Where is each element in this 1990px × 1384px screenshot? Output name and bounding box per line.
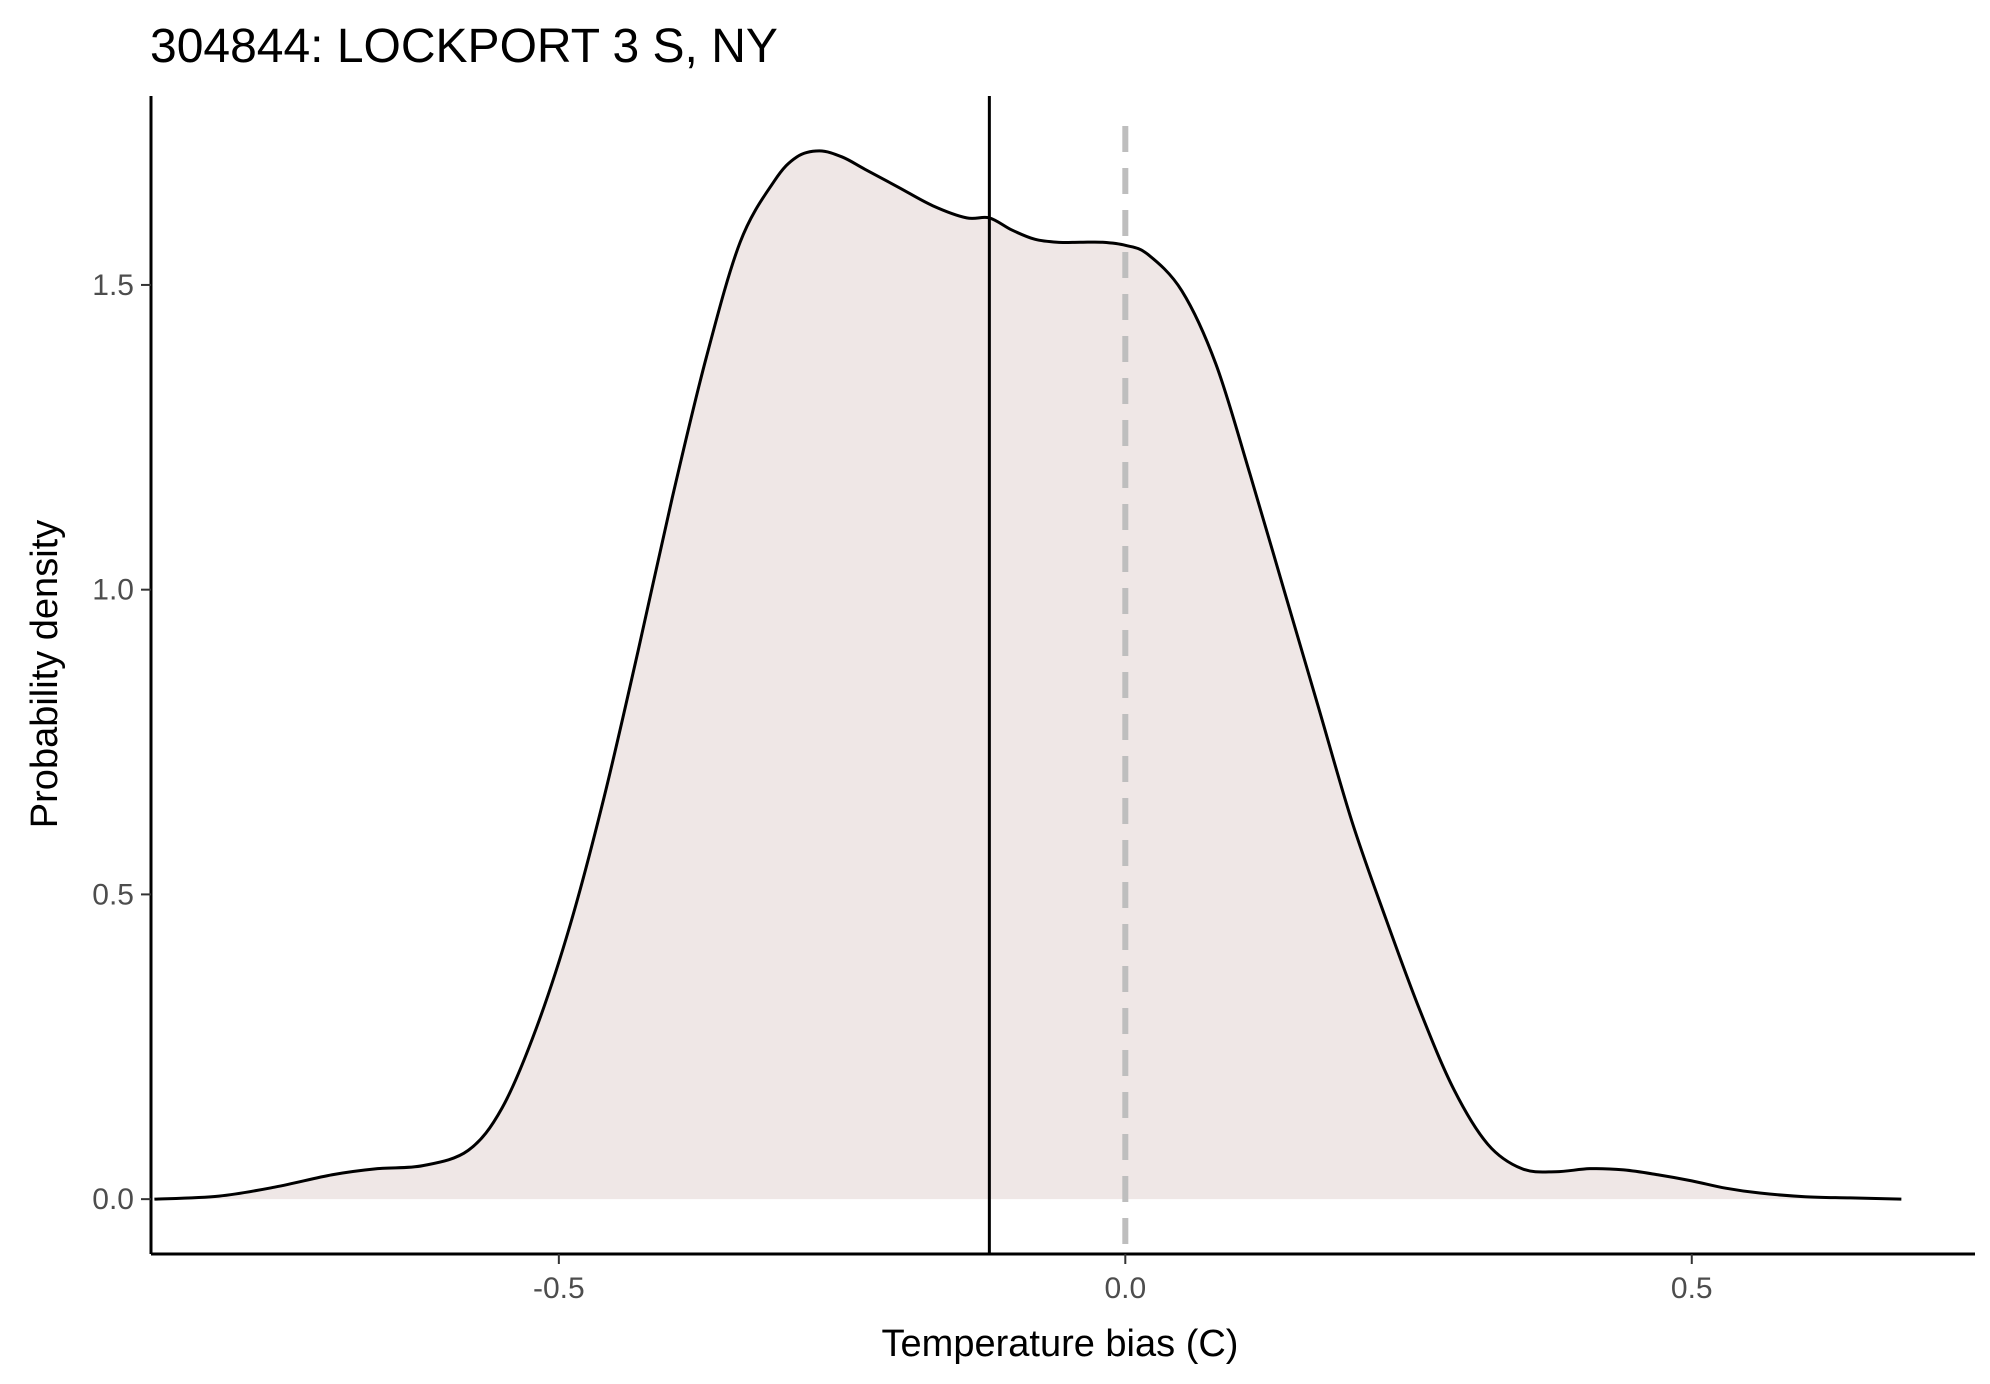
y-tick-label: 0.5: [92, 878, 134, 911]
y-axis-title: Probability density: [24, 520, 66, 828]
x-tick-label: 0.5: [1671, 1272, 1713, 1305]
x-axis-title: Temperature bias (C): [882, 1323, 1239, 1365]
density-area-fill: [154, 150, 1902, 1200]
plot-area: [154, 96, 1902, 1254]
y-axis-ticks: 0.0 0.5 1.0 1.5: [92, 269, 151, 1216]
density-curve-line: [154, 149, 1902, 1201]
x-axis-ticks: -0.5 0.0 0.5: [533, 1254, 1713, 1305]
reference-lines: [987, 96, 1129, 1254]
chart-title: 304844: LOCKPORT 3 S, NY: [150, 20, 778, 73]
y-tick-label: 1.0: [92, 574, 134, 607]
x-tick-label: 0.0: [1104, 1272, 1146, 1305]
axes: -0.5 0.0 0.5 0.0 0.5 1.0 1.5: [92, 96, 1975, 1305]
x-tick-label: -0.5: [533, 1272, 585, 1305]
y-tick-label: 1.5: [92, 269, 134, 302]
y-tick-label: 0.0: [92, 1183, 134, 1216]
